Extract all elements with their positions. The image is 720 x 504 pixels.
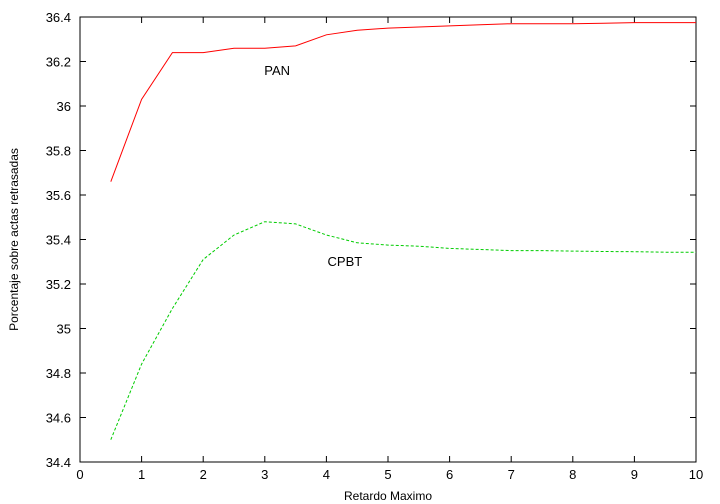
axis-ticks: 0 1 2 3 4 5 6 7 8 9 10 34.4 34.6 34.8 35 35.2 35.4 35.6 35…	[46, 10, 704, 482]
y-axis-label: Porcentaje sobre actas retrasadas	[7, 148, 21, 331]
y-tick-label: 35	[57, 322, 71, 337]
y-tick-label: 34.8	[46, 366, 71, 381]
y-tick-label: 35.8	[46, 144, 71, 159]
annotation-layer: PAN CPBT	[264, 63, 362, 269]
series-annotation-pan: PAN	[264, 63, 290, 78]
series-line-cpbt	[110, 221, 696, 440]
y-tick-label: 35.4	[46, 233, 71, 248]
y-tick-label: 34.4	[46, 455, 71, 470]
x-tick-label: 7	[508, 467, 515, 482]
x-tick-label: 2	[200, 467, 207, 482]
x-tick-label: 10	[689, 467, 703, 482]
y-tick-label: 35.2	[46, 277, 71, 292]
x-axis-label: Retardo Maximo	[344, 489, 432, 503]
x-tick-label: 0	[76, 467, 83, 482]
x-tick-label: 6	[446, 467, 453, 482]
y-tick-label: 36	[57, 99, 71, 114]
x-tick-label: 4	[323, 467, 330, 482]
series-annotation-cpbt: CPBT	[328, 254, 363, 269]
x-tick-label: 9	[631, 467, 638, 482]
x-tick-label: 3	[261, 467, 268, 482]
series-layer	[110, 22, 697, 440]
x-tick-label: 8	[569, 467, 576, 482]
y-tick-label: 34.6	[46, 411, 71, 426]
series-line-pan	[110, 22, 696, 182]
y-tick-label: 36.4	[46, 10, 71, 25]
x-tick-label: 5	[384, 467, 391, 482]
x-tick-label: 1	[138, 467, 145, 482]
plot-frame	[79, 16, 697, 463]
y-tick-label: 35.6	[46, 188, 71, 203]
y-tick-label: 36.2	[46, 55, 71, 70]
